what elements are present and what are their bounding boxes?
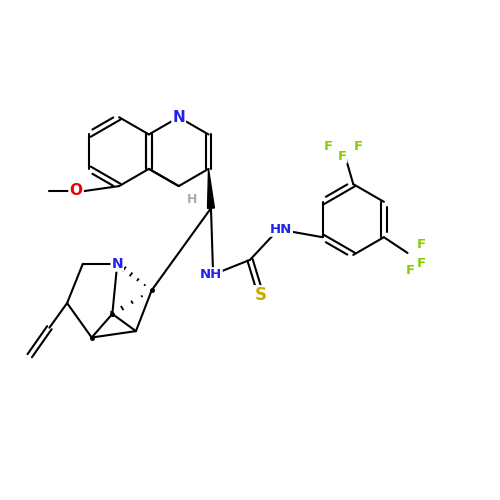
Text: N: N: [172, 110, 185, 124]
Text: F: F: [354, 140, 362, 153]
Text: N: N: [112, 257, 123, 271]
Text: S: S: [255, 286, 267, 304]
Text: F: F: [338, 150, 346, 162]
Text: H: H: [187, 193, 198, 206]
Polygon shape: [208, 169, 214, 208]
Text: HN: HN: [270, 223, 292, 236]
Text: O: O: [70, 184, 82, 198]
Text: NH: NH: [200, 268, 222, 281]
Text: F: F: [416, 238, 426, 250]
Text: F: F: [416, 258, 426, 270]
Text: F: F: [406, 264, 414, 276]
Text: F: F: [324, 140, 333, 153]
